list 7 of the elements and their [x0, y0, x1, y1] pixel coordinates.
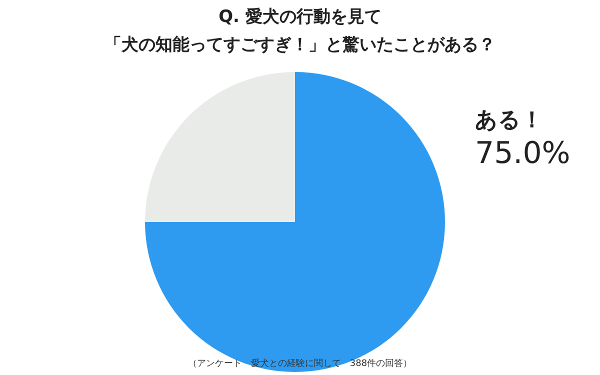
data-label: 75.0%	[475, 136, 570, 171]
text: （アンケート 愛犬との経験に関して 388件の回答）	[188, 358, 412, 369]
pie-slice	[145, 72, 445, 372]
pie-slice	[145, 72, 295, 222]
chart-subtitle: 「犬の知能ってすごすぎ！」と驚いたことがある？	[104, 35, 496, 55]
chart-title: Q. 愛犬の行動を見て	[218, 7, 382, 27]
slice-label: ある！	[475, 108, 543, 133]
